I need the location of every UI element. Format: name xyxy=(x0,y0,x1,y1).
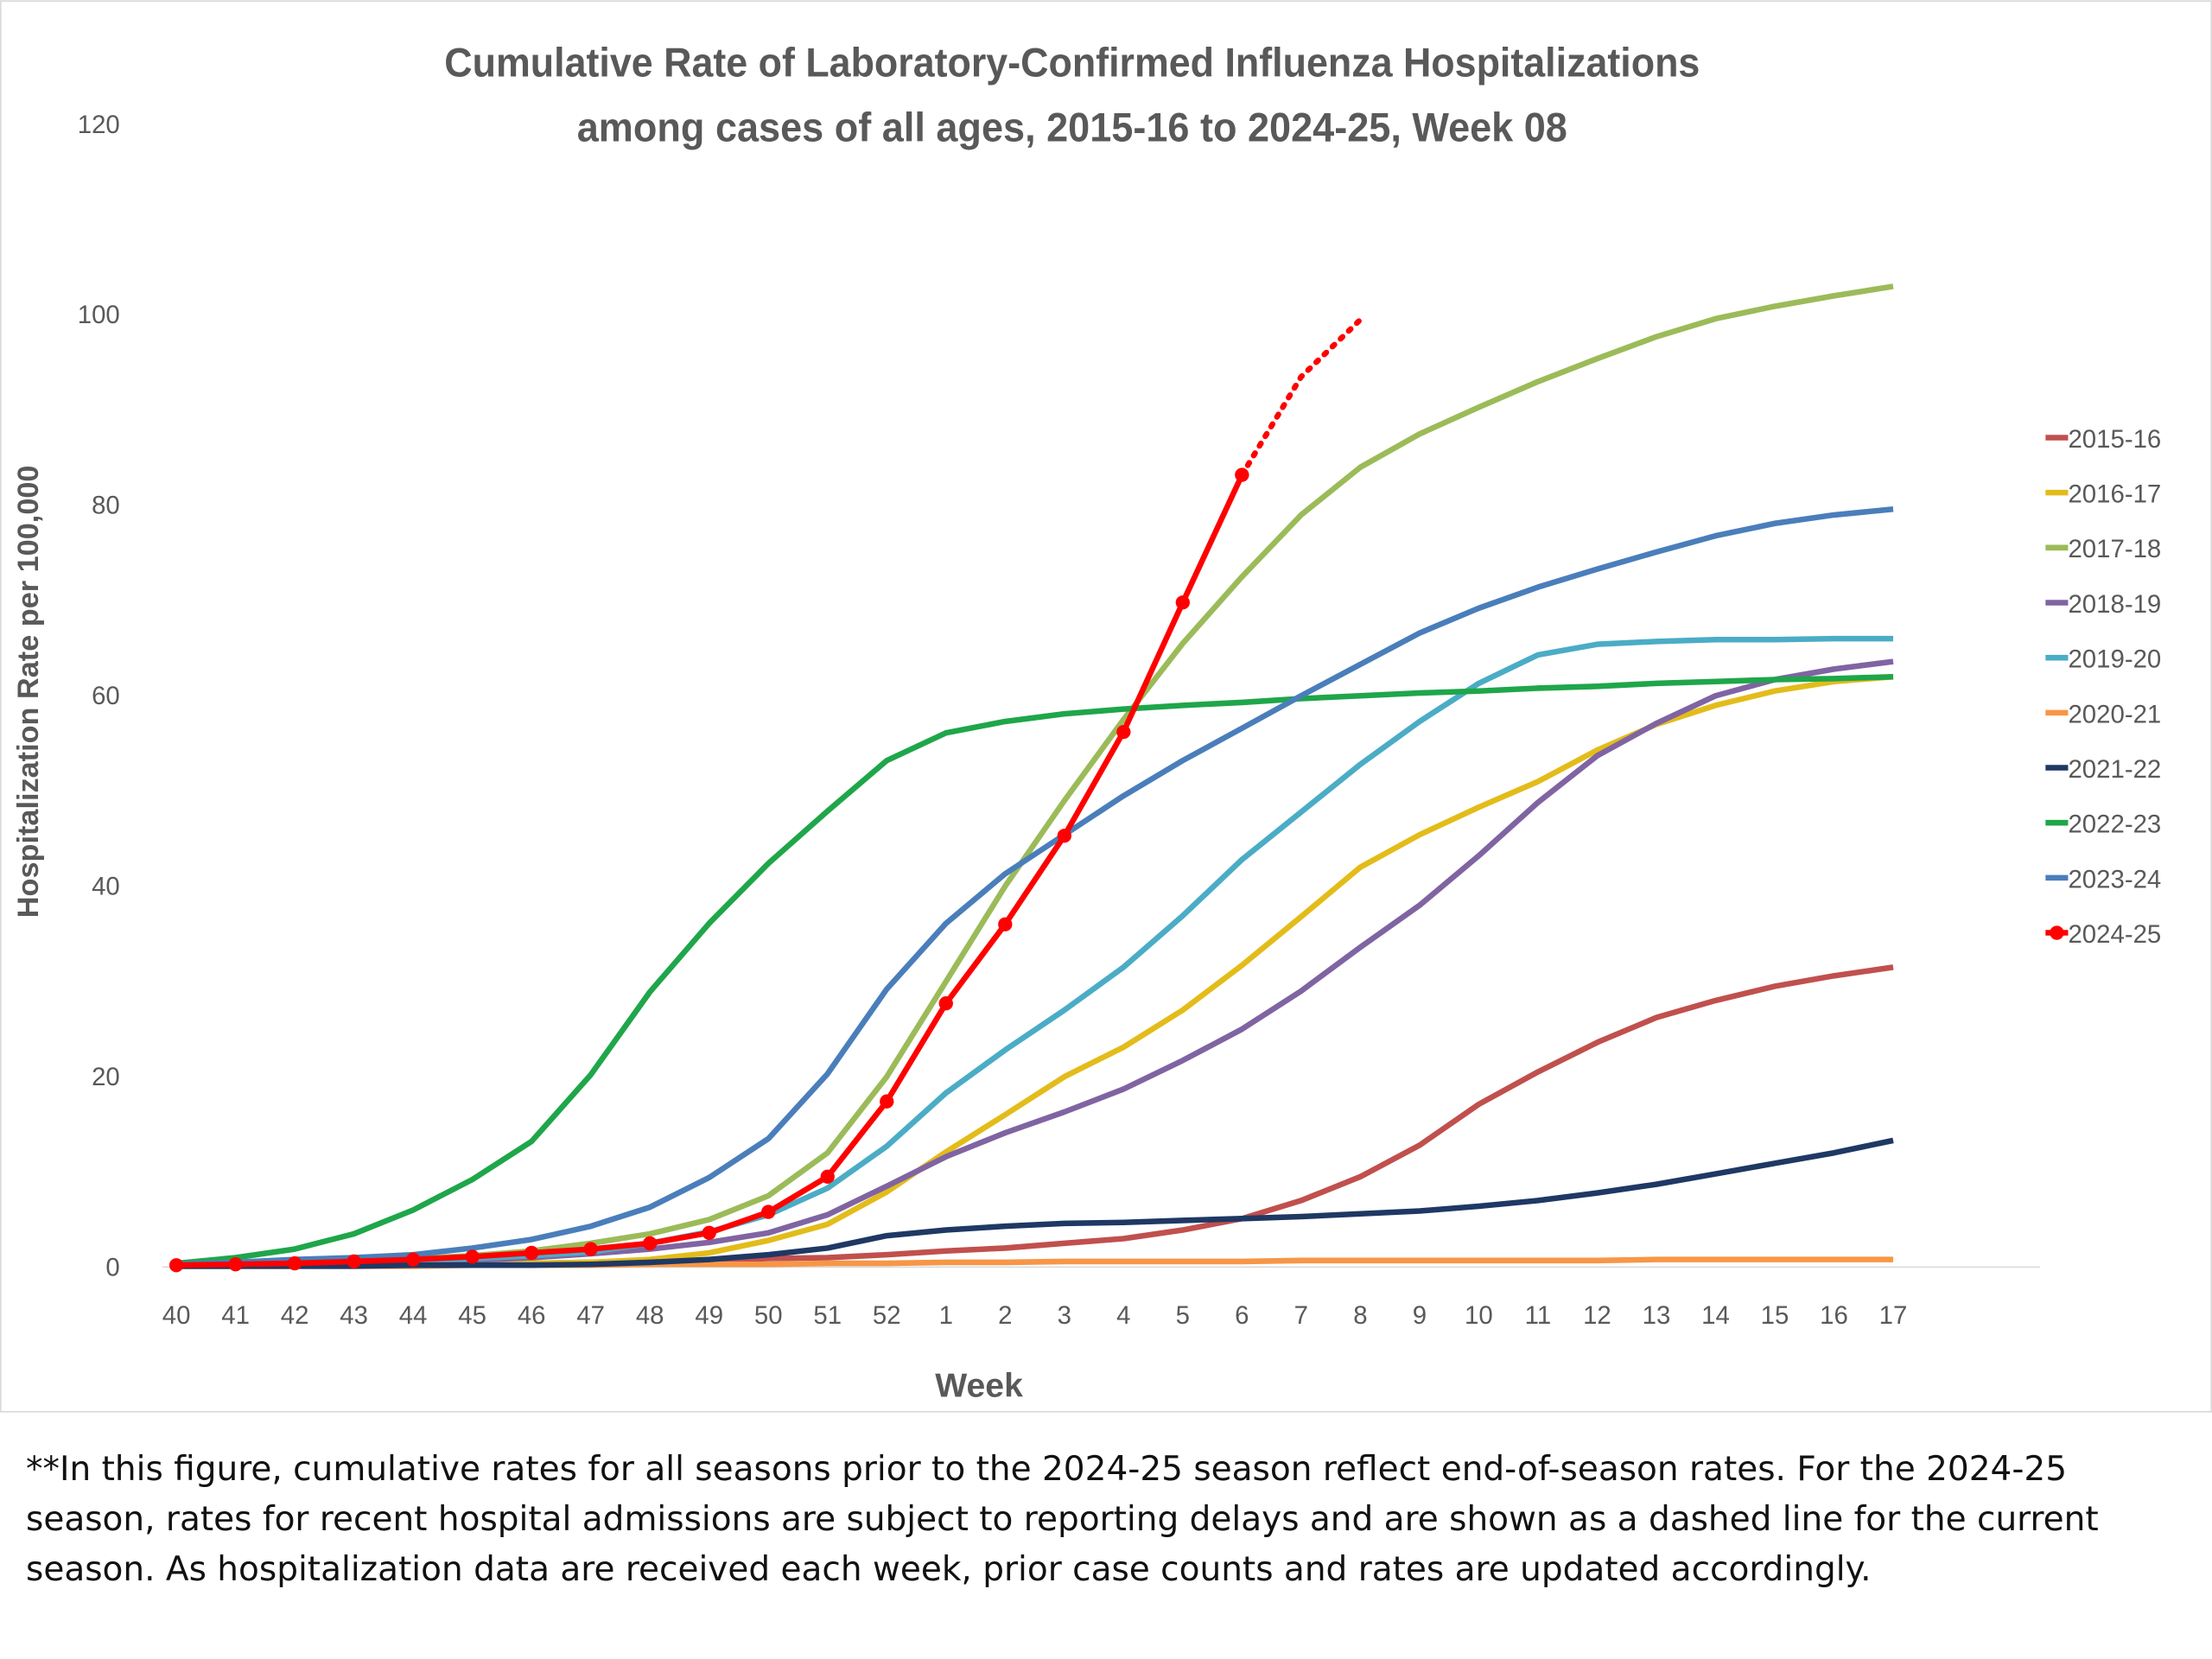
legend-label: 2024-25 xyxy=(2068,920,2161,949)
x-tick-label: 51 xyxy=(813,1301,842,1330)
marker xyxy=(524,1245,539,1261)
x-tick-label: 12 xyxy=(1583,1301,1611,1330)
x-tick-label: 52 xyxy=(873,1301,901,1330)
x-tick-label: 13 xyxy=(1643,1301,1671,1330)
chart-border xyxy=(0,0,2212,1413)
y-tick-label: 60 xyxy=(92,682,120,710)
marker xyxy=(287,1255,302,1271)
x-tick-label: 17 xyxy=(1879,1301,1908,1330)
legend-label: 2019-20 xyxy=(2068,645,2161,674)
x-tick-label: 9 xyxy=(1413,1301,1427,1330)
marker xyxy=(1116,724,1131,740)
y-tick-label: 80 xyxy=(92,492,120,520)
x-tick-label: 3 xyxy=(1058,1301,1071,1330)
marker xyxy=(998,917,1013,931)
marker xyxy=(1175,595,1191,610)
x-tick-label: 10 xyxy=(1465,1301,1493,1330)
y-tick-label: 0 xyxy=(105,1253,119,1281)
x-tick-label: 2 xyxy=(998,1301,1012,1330)
marker xyxy=(643,1236,658,1251)
x-tick-label: 49 xyxy=(695,1301,723,1330)
marker xyxy=(228,1257,243,1272)
footnote: **In this figure, cumulative rates for a… xyxy=(26,1450,2099,1589)
marker xyxy=(583,1242,598,1256)
legend-label: 2021-22 xyxy=(2068,755,2161,784)
marker xyxy=(1057,829,1071,843)
x-tick-label: 46 xyxy=(518,1301,546,1330)
x-tick-label: 8 xyxy=(1353,1301,1367,1330)
legend-label: 2017-18 xyxy=(2068,535,2161,563)
series-line xyxy=(176,1137,1894,1269)
x-tick-label: 44 xyxy=(399,1301,428,1330)
x-tick-label: 42 xyxy=(281,1301,309,1330)
legend-label: 2018-19 xyxy=(2068,590,2161,619)
x-tick-label: 45 xyxy=(458,1301,486,1330)
x-tick-label: 47 xyxy=(576,1301,605,1330)
chart: Cumulative Rate of Laboratory-Confirmed … xyxy=(0,0,2212,1413)
x-tick-label: 14 xyxy=(1701,1301,1730,1330)
x-tick-label: 7 xyxy=(1294,1301,1308,1330)
y-tick-label: 120 xyxy=(78,111,120,139)
chart-subtitle: among cases of all ages, 2015-16 to 2024… xyxy=(577,105,1567,151)
series-line xyxy=(175,506,1894,1268)
marker xyxy=(761,1205,776,1219)
legend-label: 2016-17 xyxy=(2068,480,2161,509)
x-axis-label: Week xyxy=(935,1368,1023,1405)
x-tick-label: 41 xyxy=(221,1301,250,1330)
x-tick-label: 4 xyxy=(1116,1301,1130,1330)
marker xyxy=(168,1258,184,1273)
legend-label: 2022-23 xyxy=(2068,810,2161,839)
x-tick-label: 50 xyxy=(754,1301,783,1330)
marker xyxy=(346,1254,361,1269)
x-tick-label: 40 xyxy=(162,1301,191,1330)
marker xyxy=(702,1225,716,1240)
x-tick-label: 11 xyxy=(1525,1301,1552,1330)
x-tick-label: 48 xyxy=(636,1301,664,1330)
series-line xyxy=(175,673,1894,1267)
legend-label: 2015-16 xyxy=(2068,425,2161,454)
series-line-dotted xyxy=(1239,316,1363,478)
legend-marker xyxy=(2050,925,2064,940)
x-tick-label: 16 xyxy=(1820,1301,1848,1330)
y-tick-label: 20 xyxy=(92,1063,120,1091)
marker xyxy=(820,1169,835,1184)
x-tick-label: 1 xyxy=(939,1301,953,1330)
marker xyxy=(465,1249,480,1264)
marker xyxy=(1235,467,1249,482)
chart-title: Cumulative Rate of Laboratory-Confirmed … xyxy=(444,41,1700,86)
x-tick-label: 6 xyxy=(1235,1301,1249,1330)
legend-label: 2023-24 xyxy=(2068,865,2161,893)
x-tick-label: 43 xyxy=(340,1301,368,1330)
marker xyxy=(938,996,953,1011)
marker xyxy=(880,1094,894,1109)
y-tick-label: 40 xyxy=(92,872,120,900)
x-tick-label: 15 xyxy=(1761,1301,1789,1330)
y-tick-label: 100 xyxy=(78,301,120,329)
x-tick-label: 5 xyxy=(1176,1301,1190,1330)
y-axis-label: Hospitalization Rate per 100,000 xyxy=(12,466,45,918)
marker xyxy=(405,1252,421,1267)
legend-label: 2020-21 xyxy=(2068,700,2161,728)
